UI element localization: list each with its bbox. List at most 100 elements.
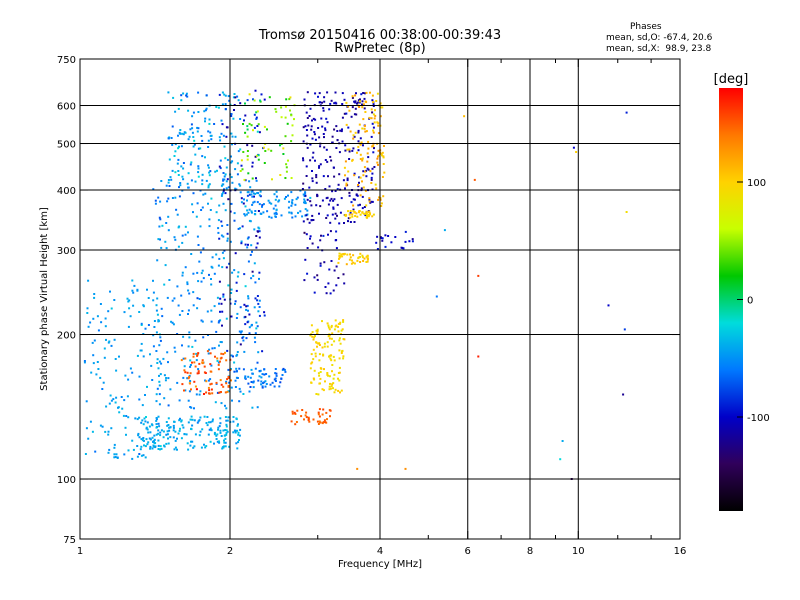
echo-point xyxy=(349,216,352,219)
echo-point xyxy=(232,420,235,423)
echo-point xyxy=(164,240,167,243)
echo-point xyxy=(224,157,227,160)
echo-point xyxy=(358,210,361,213)
echo-point xyxy=(148,437,151,440)
echo-point xyxy=(216,357,219,360)
echo-point xyxy=(233,212,236,215)
echo-point xyxy=(248,93,251,96)
echo-point xyxy=(329,387,332,390)
echo-point xyxy=(211,392,214,395)
echo-point xyxy=(380,237,383,240)
echo-point xyxy=(176,448,178,451)
echo-point xyxy=(160,180,163,182)
chart-subtitle: RwPretec (8p) xyxy=(334,41,426,56)
echo-point xyxy=(213,433,216,436)
echo-point xyxy=(228,99,231,102)
echo-point xyxy=(93,293,96,295)
echo-point xyxy=(207,166,210,169)
echo-point xyxy=(209,131,212,134)
echo-point xyxy=(248,208,251,211)
echo-point xyxy=(352,134,355,137)
echo-point xyxy=(196,126,199,129)
echo-point xyxy=(290,177,293,179)
echo-point xyxy=(368,116,371,119)
echo-point xyxy=(301,409,304,411)
echo-point xyxy=(193,143,196,146)
echo-point xyxy=(230,161,233,164)
echo-point xyxy=(290,204,293,207)
echo-point xyxy=(309,107,312,110)
echo-point xyxy=(312,151,315,154)
echo-point xyxy=(244,376,247,379)
echo-point xyxy=(351,215,354,218)
echo-point xyxy=(363,107,366,110)
echo-point xyxy=(366,257,369,260)
echo-point xyxy=(239,191,242,194)
echo-point xyxy=(311,214,314,217)
echo-point xyxy=(157,367,160,370)
echo-point xyxy=(189,372,192,375)
echo-point xyxy=(394,236,397,238)
echo-point xyxy=(349,130,352,133)
echo-point xyxy=(344,187,346,190)
echo-point xyxy=(232,117,235,120)
echo-point xyxy=(270,216,273,219)
echo-point xyxy=(153,320,156,322)
echo-point xyxy=(357,256,360,259)
echo-point xyxy=(226,178,229,181)
echo-point xyxy=(221,224,224,227)
echo-point xyxy=(184,389,187,392)
echo-point xyxy=(210,278,212,280)
echo-point xyxy=(185,92,188,95)
echo-point xyxy=(127,449,130,452)
echo-point xyxy=(113,456,116,459)
echo-point xyxy=(275,110,278,113)
echo-point xyxy=(157,444,160,447)
echo-point xyxy=(387,235,390,237)
echo-point xyxy=(338,151,341,154)
echo-point xyxy=(354,215,357,217)
echo-point xyxy=(217,428,219,431)
echo-point xyxy=(361,254,364,257)
echo-point xyxy=(201,139,204,142)
echo-point xyxy=(170,320,173,323)
echo-point xyxy=(359,137,362,140)
echo-point xyxy=(156,358,159,361)
echo-point xyxy=(178,313,181,316)
echo-point xyxy=(177,147,180,150)
echo-point xyxy=(239,390,242,393)
echo-point xyxy=(329,382,331,385)
colorbar-label: [deg] xyxy=(714,72,749,87)
echo-point xyxy=(261,386,264,389)
echo-point xyxy=(177,134,179,137)
echo-point xyxy=(263,368,266,371)
echo-point xyxy=(225,187,228,190)
echo-point xyxy=(284,116,287,119)
echo-point xyxy=(361,106,364,109)
echo-point xyxy=(375,241,378,244)
echo-point xyxy=(252,201,255,204)
echo-point xyxy=(225,380,228,383)
echo-point xyxy=(256,361,259,364)
echo-point xyxy=(107,433,110,436)
x-tick-label: 2 xyxy=(227,546,233,557)
echo-point xyxy=(284,370,287,373)
echo-point xyxy=(373,166,376,168)
echo-point xyxy=(218,344,220,347)
echo-point xyxy=(274,380,277,382)
echo-point xyxy=(236,312,239,315)
y-tick-label: 300 xyxy=(57,246,76,257)
echo-point xyxy=(250,210,253,213)
echo-point xyxy=(322,133,325,135)
echo-point xyxy=(190,123,193,126)
echo-point xyxy=(333,373,336,376)
echo-point xyxy=(316,330,319,333)
echo-point xyxy=(179,427,181,430)
echo-point xyxy=(222,429,225,432)
echo-point xyxy=(87,279,90,282)
echo-point xyxy=(340,130,343,133)
echo-point xyxy=(311,137,314,140)
echo-point xyxy=(248,219,251,222)
echo-point xyxy=(219,139,222,142)
echo-point xyxy=(211,347,214,350)
